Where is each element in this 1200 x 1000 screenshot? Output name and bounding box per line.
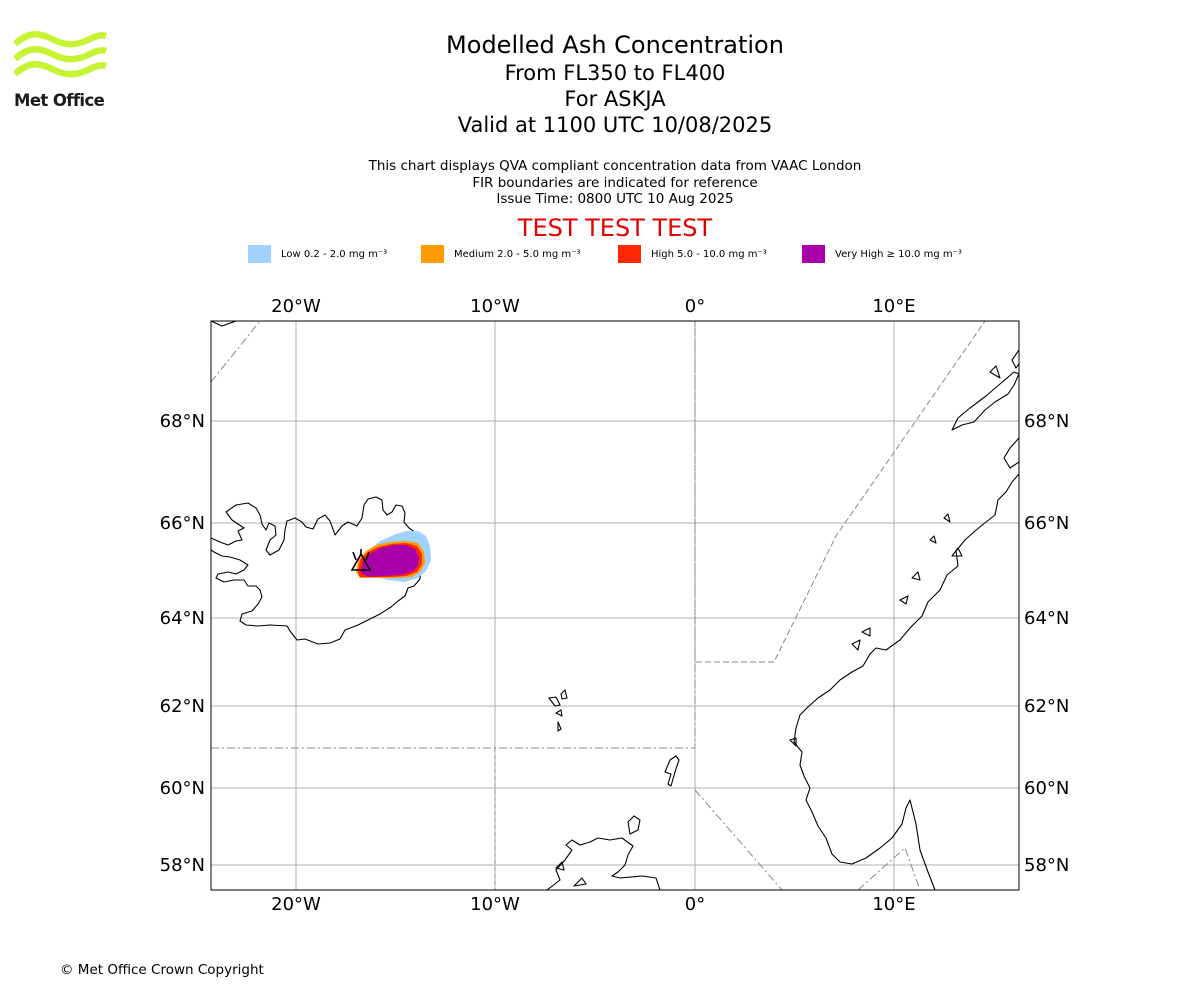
lat-label-62n-right: 62°N (1024, 696, 1069, 717)
lat-label-64n-right: 64°N (1024, 608, 1069, 629)
lat-label-64n-left: 64°N (160, 608, 205, 629)
coastlines (211, 321, 1019, 890)
lon-label-20w-top: 20°W (271, 296, 321, 317)
lat-labels-right: 58°N 60°N 62°N 64°N 66°N 68°N (1024, 411, 1069, 876)
lat-label-60n-left: 60°N (160, 778, 205, 799)
scotland-coast (547, 838, 660, 890)
lon-label-10e-bottom: 10°E (872, 894, 915, 915)
norway-coast (794, 474, 1019, 890)
lat-label-62n-left: 62°N (160, 696, 205, 717)
copyright-footer: © Met Office Crown Copyright (60, 962, 264, 978)
lat-label-68n-left: 68°N (160, 411, 205, 432)
lat-label-66n-right: 66°N (1024, 513, 1069, 534)
lon-label-10e-top: 10°E (872, 296, 915, 317)
lat-label-58n-left: 58°N (160, 855, 205, 876)
graticule (211, 321, 1019, 890)
lon-label-0-bottom: 0° (685, 894, 705, 915)
lon-labels-bottom: 20°W 10°W 0° 10°E (271, 894, 915, 915)
lon-label-20w-bottom: 20°W (271, 894, 321, 915)
lat-label-58n-right: 58°N (1024, 855, 1069, 876)
lon-label-10w-top: 10°W (470, 296, 520, 317)
lat-labels-left: 58°N 60°N 62°N 64°N 66°N 68°N (160, 411, 205, 876)
lat-label-60n-right: 60°N (1024, 778, 1069, 799)
lat-label-66n-left: 66°N (160, 513, 205, 534)
lon-labels-top: 20°W 10°W 0° 10°E (271, 296, 915, 317)
lon-label-0-top: 0° (685, 296, 705, 317)
lon-label-10w-bottom: 10°W (470, 894, 520, 915)
fir-boundaries (211, 321, 985, 890)
map-frame (211, 321, 1019, 890)
lat-label-68n-right: 68°N (1024, 411, 1069, 432)
